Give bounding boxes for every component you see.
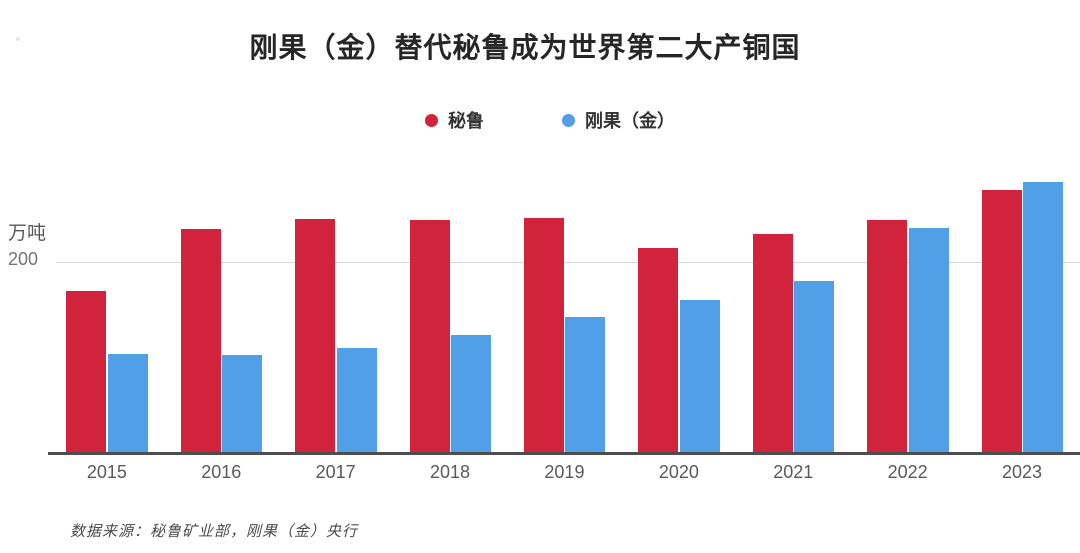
bar-peru-2019 — [523, 218, 564, 452]
x-axis-label-2022: 2022 — [887, 462, 928, 482]
bar-peru-2023 — [981, 189, 1022, 452]
bar-congo-2020 — [679, 300, 720, 452]
x-axis-label-2015: 2015 — [86, 462, 127, 482]
bar-peru-2021 — [752, 233, 793, 452]
x-axis-label-2021: 2021 — [773, 462, 814, 482]
x-axis-label-2016: 2016 — [201, 462, 242, 482]
x-axis-line — [48, 452, 1080, 455]
x-axis-label-2018: 2018 — [430, 462, 471, 482]
bar-congo-2019 — [565, 317, 606, 452]
y-axis-tick-200: 200 — [8, 249, 39, 269]
legend-label-peru: 秘鲁 — [448, 111, 484, 131]
bar-peru-2018 — [409, 220, 450, 452]
y-axis-unit-label: 万吨 — [8, 223, 47, 244]
congo-legend-dot-icon — [562, 113, 575, 127]
bar-congo-2016 — [222, 355, 263, 452]
chart-title: 刚果（金）替代秘鲁成为世界第二大产铜国 — [249, 32, 801, 63]
stray-dot — [16, 37, 20, 41]
legend-label-congo: 刚果（金） — [585, 111, 675, 131]
x-axis-label-2019: 2019 — [544, 462, 585, 482]
bar-peru-2017 — [295, 219, 336, 452]
bar-peru-2022 — [867, 220, 908, 452]
legend-item-congo: 刚果（金） — [562, 107, 675, 133]
bar-peru-2016 — [180, 228, 221, 452]
bar-congo-2021 — [794, 281, 835, 452]
bar-congo-2015 — [107, 354, 148, 452]
x-axis-label-2020: 2020 — [658, 462, 699, 482]
bar-congo-2017 — [336, 347, 377, 452]
legend: 秘鲁 刚果（金） — [0, 107, 1080, 133]
bar-congo-2018 — [451, 335, 492, 452]
bar-peru-2015 — [66, 290, 107, 452]
bar-congo-2022 — [908, 227, 949, 452]
legend-item-peru: 秘鲁 — [425, 107, 484, 133]
peru-legend-dot-icon — [425, 113, 438, 127]
x-axis-label-2017: 2017 — [315, 462, 356, 482]
source-note: 数据来源：秘鲁矿业部，刚果（金）央行 — [70, 523, 359, 540]
x-axis-label-2023: 2023 — [1002, 462, 1043, 482]
bar-congo-2023 — [1023, 182, 1064, 452]
gridline-200 — [56, 262, 1080, 263]
bar-peru-2020 — [638, 247, 679, 452]
